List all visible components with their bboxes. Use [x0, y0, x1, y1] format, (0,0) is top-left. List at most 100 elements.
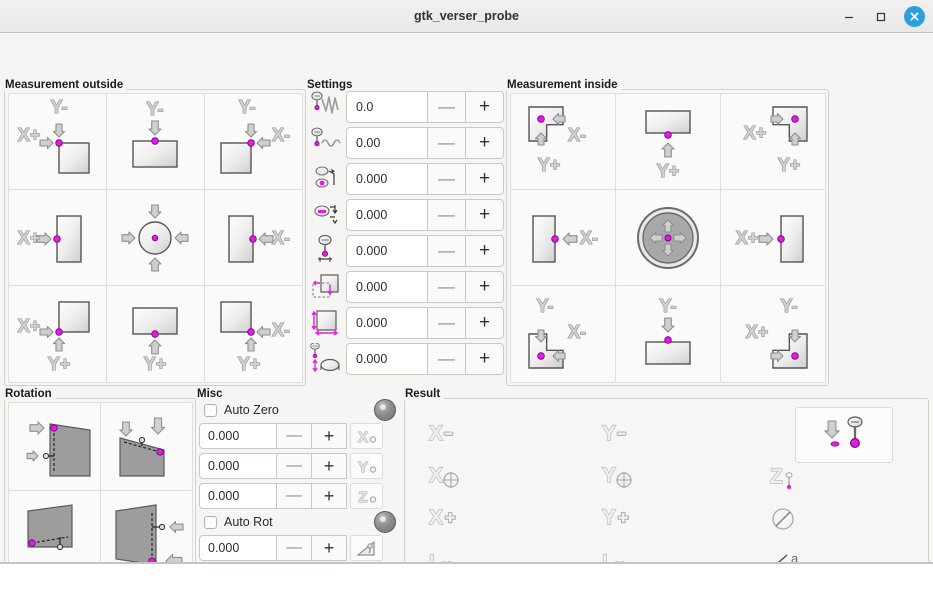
set-z-zero-icon[interactable]: Z	[350, 483, 383, 509]
result-x-minus[interactable]: X	[427, 419, 475, 447]
settings-increment-8[interactable]: +	[466, 343, 504, 375]
settings-decrement-4[interactable]: —	[428, 199, 466, 231]
settings-decrement-8[interactable]: —	[428, 343, 466, 375]
inside-corner-bottom-left[interactable]: Y- X-	[509, 285, 616, 383]
auto-rot-indicator[interactable]	[374, 511, 396, 533]
close-button[interactable]	[904, 6, 925, 27]
set-y-zero-icon[interactable]: Y	[350, 453, 383, 479]
settings-value-4[interactable]: 0.000	[346, 199, 428, 231]
svg-text:Y: Y	[602, 506, 616, 529]
result-x-center[interactable]: X	[427, 461, 475, 491]
rotation-from-top[interactable]	[99, 401, 193, 491]
inside-edge-top[interactable]: Y+	[614, 92, 721, 190]
outside-corner-bottom-left[interactable]: X+ Y+	[7, 285, 107, 383]
set-x-zero-icon[interactable]: X	[350, 423, 383, 449]
svg-text:X+: X+	[745, 322, 768, 342]
minimize-button[interactable]	[840, 8, 858, 26]
settings-decrement-1[interactable]: —	[428, 91, 466, 123]
auto-zero-indicator[interactable]	[374, 399, 396, 421]
measurement-outside-label: Measurement outside	[4, 79, 128, 91]
svg-text:X: X	[357, 429, 367, 446]
settings-increment-2[interactable]: +	[466, 127, 504, 159]
window-title: gtk_verser_probe	[414, 9, 519, 23]
outside-edge-bottom[interactable]: Y+	[105, 285, 205, 383]
settings-increment-3[interactable]: +	[466, 163, 504, 195]
probe-edge-offset-icon	[306, 341, 346, 377]
inside-center-circle[interactable]	[614, 188, 721, 287]
settings-value-2[interactable]: 0.00	[346, 127, 428, 159]
probe-fast-traverse-icon	[306, 89, 346, 125]
inside-edge-bottom[interactable]: Y-	[614, 285, 721, 383]
misc-decrement-3[interactable]: —	[277, 483, 312, 509]
misc-increment-2[interactable]: +	[312, 453, 347, 479]
misc-value-1[interactable]: 0.000	[199, 423, 277, 449]
inside-edge-left[interactable]: X-	[509, 188, 616, 287]
outside-corner-bottom-right[interactable]: X- Y+	[203, 285, 303, 383]
result-y-center[interactable]: Y	[600, 461, 648, 491]
result-z-probe[interactable]: Z	[768, 461, 808, 493]
outside-corner-top-right[interactable]: Y- X-	[203, 92, 303, 190]
settings-value-3[interactable]: 0.000	[346, 163, 428, 195]
settings-row-5: 0.000 — +	[306, 233, 504, 269]
settings-decrement-6[interactable]: —	[428, 271, 466, 303]
misc-decrement-1[interactable]: —	[277, 423, 312, 449]
misc-increment-1[interactable]: +	[312, 423, 347, 449]
result-y-minus[interactable]: Y	[600, 419, 648, 447]
maximize-button[interactable]	[872, 8, 890, 26]
rotation-label: Rotation	[4, 388, 56, 400]
misc-value-2[interactable]: 0.000	[199, 453, 277, 479]
settings-increment-4[interactable]: +	[466, 199, 504, 231]
misc-value-3[interactable]: 0.000	[199, 483, 277, 509]
settings-increment-7[interactable]: +	[466, 307, 504, 339]
settings-decrement-5[interactable]: —	[428, 235, 466, 267]
settings-value-6[interactable]: 0.000	[346, 271, 428, 303]
result-diameter[interactable]	[768, 503, 798, 533]
misc-rot-row: 0.000 — +	[199, 533, 402, 563]
inside-corner-top-left[interactable]: X- Y+	[509, 92, 616, 190]
misc-row-2: 0.000 — + Y	[199, 451, 402, 481]
settings-increment-5[interactable]: +	[466, 235, 504, 267]
settings-increment-1[interactable]: +	[466, 91, 504, 123]
measurement-outside-frame: Measurement outside Y- X+ Y- Y- X- X+ X-	[4, 79, 306, 386]
auto-zero-label: Auto Zero	[224, 403, 279, 417]
settings-decrement-3[interactable]: —	[428, 163, 466, 195]
result-frame: Result X Y X Y Z X Y L x L y a	[404, 388, 929, 583]
auto-rot-checkbox[interactable]	[204, 515, 217, 529]
settings-decrement-7[interactable]: —	[428, 307, 466, 339]
misc-rot-value[interactable]: 0.000	[199, 535, 277, 561]
measurement-inside-label: Measurement inside	[506, 79, 622, 91]
outside-center-circle[interactable]	[105, 188, 205, 287]
inside-corner-bottom-right[interactable]: Y- X+	[719, 285, 826, 383]
window-controls	[840, 0, 925, 33]
settings-value-7[interactable]: 0.000	[346, 307, 428, 339]
misc-rot-decrement[interactable]: —	[277, 535, 312, 561]
result-x-plus[interactable]: X	[427, 503, 475, 531]
svg-text:Y-: Y-	[50, 97, 67, 117]
outside-edge-left[interactable]: X+	[7, 188, 107, 287]
svg-text:X-: X-	[272, 320, 290, 340]
settings-value-1[interactable]: 0.0	[346, 91, 428, 123]
svg-text:Y: Y	[357, 459, 367, 476]
settings-value-5[interactable]: 0.000	[346, 235, 428, 267]
set-rotation-icon[interactable]	[350, 535, 383, 561]
misc-increment-3[interactable]: +	[312, 483, 347, 509]
inside-edge-right[interactable]: X+	[719, 188, 826, 287]
inside-corner-top-right[interactable]: X+ Y+	[719, 92, 826, 190]
misc-decrement-2[interactable]: —	[277, 453, 312, 479]
settings-increment-6[interactable]: +	[466, 271, 504, 303]
rotation-from-left[interactable]	[7, 401, 101, 491]
probe-z-down-icon[interactable]	[795, 407, 893, 463]
settings-row-4: 0.000 — +	[306, 197, 504, 233]
outside-corner-top-left[interactable]: Y- X+	[7, 92, 107, 190]
outside-edge-right[interactable]: X-	[203, 188, 303, 287]
misc-rot-increment[interactable]: +	[312, 535, 347, 561]
result-y-plus[interactable]: Y	[600, 503, 648, 531]
auto-rot-label: Auto Rot	[224, 515, 273, 529]
svg-text:Y-: Y-	[536, 296, 553, 316]
settings-decrement-2[interactable]: —	[428, 127, 466, 159]
svg-text:Y: Y	[602, 464, 616, 487]
auto-zero-checkbox[interactable]	[204, 403, 217, 417]
outside-edge-top[interactable]: Y-	[105, 92, 205, 190]
settings-row-3: 0.000 — +	[306, 161, 504, 197]
settings-value-8[interactable]: 0.000	[346, 343, 428, 375]
